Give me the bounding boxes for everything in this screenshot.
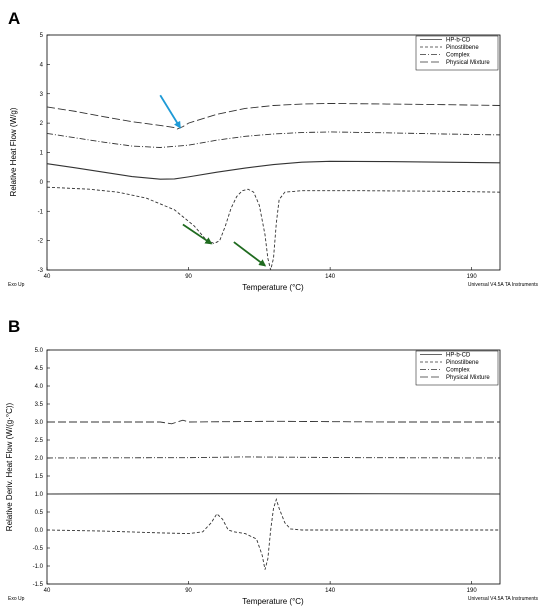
y-tick-label: 3.0 — [35, 420, 44, 426]
y-tick-label: 3 — [40, 92, 44, 98]
y-tick-label: 3.5 — [35, 402, 44, 408]
series-line — [46, 102, 501, 130]
y-tick-label: -2 — [38, 239, 44, 245]
instrument-label: Universal V4.5A TA Instruments — [468, 596, 539, 602]
y-tick-label: 0.5 — [35, 510, 44, 516]
panel-letter: A — [8, 9, 20, 28]
legend-label: Pinostilbene — [446, 360, 479, 366]
x-tick-label: 140 — [325, 274, 336, 280]
y-tick-label: -0.5 — [33, 546, 44, 552]
legend-box — [415, 350, 499, 386]
y-axis-label: Relative Heat Flow (W/g) — [9, 107, 18, 196]
x-axis-label: Temperature (°C) — [242, 597, 304, 606]
series-line — [46, 497, 500, 570]
legend-box — [415, 35, 499, 71]
instrument-label: Universal V4.5A TA Instruments — [468, 282, 539, 288]
legend-label: Complex — [446, 53, 470, 59]
x-axis-label: Temperature (°C) — [242, 283, 304, 292]
legend-label: Physical Mixture — [446, 60, 490, 66]
y-tick-label: 2 — [40, 121, 44, 127]
exo-up-label: Exo Up — [8, 596, 25, 602]
exo-up-label: Exo Up — [8, 282, 25, 288]
x-tick-label: 90 — [185, 588, 192, 594]
legend-label: Physical Mixture — [446, 375, 490, 381]
panel-b: B 40 90 140 190 -1.5 -1.0 -0.5 0.0 0.5 1.0 1.5 2.0 2… — [5, 317, 538, 606]
x-tick-label: 140 — [325, 588, 336, 594]
series-line — [46, 131, 501, 148]
x-tick-label: 40 — [44, 274, 51, 280]
legend-label: HP-b-CD — [446, 353, 471, 359]
arrow-layer — [159, 94, 267, 267]
annotation-arrow — [159, 94, 181, 129]
series-layer — [46, 102, 501, 271]
y-tick-label: 5.0 — [35, 348, 44, 354]
y-tick-label: 0 — [40, 180, 44, 186]
tick-layer: 40 90 140 190 -3 -2 -1 0 1 2 3 4 5 — [38, 33, 478, 280]
y-tick-label: -1.0 — [33, 564, 44, 570]
x-tick-label: 90 — [185, 274, 192, 280]
y-tick-label: 1.0 — [35, 492, 44, 498]
legend-label: HP-b-CD — [446, 38, 471, 44]
plot-frame — [46, 349, 501, 585]
y-tick-label: 5 — [40, 33, 44, 39]
series-line — [46, 160, 501, 180]
y-tick-label: 0.0 — [35, 528, 44, 534]
x-tick-label: 40 — [44, 588, 51, 594]
x-tick-label: 190 — [467, 274, 478, 280]
y-tick-label: 4.0 — [35, 384, 44, 390]
annotation-arrow — [182, 223, 213, 245]
y-axis-label: Relative Deriv. Heat Flow (W/(g·°C)) — [5, 402, 14, 531]
y-tick-label: 1.5 — [35, 474, 44, 480]
tick-layer: 40 90 140 190 -1.5 -1.0 -0.5 0.0 0.5 1.0 1.5 2.0 2.5… — [33, 348, 478, 594]
y-tick-label: -1.5 — [33, 582, 44, 588]
y-tick-label: 4.5 — [35, 366, 44, 372]
annotation-arrow — [233, 241, 267, 267]
series-line — [47, 419, 500, 425]
panel-a: A 40 90 140 190 -3 -2 -1 0 1 2 3 4 5 HP-b-CDPinostil… — [8, 9, 538, 292]
legend-label: Pinostilbene — [446, 45, 479, 51]
x-tick-label: 190 — [467, 588, 478, 594]
panel-letter: B — [8, 317, 20, 336]
series-layer — [46, 419, 501, 570]
y-tick-label: 2.0 — [35, 456, 44, 462]
y-tick-label: -1 — [38, 209, 44, 215]
y-tick-label: 4 — [40, 62, 44, 68]
y-tick-label: -3 — [38, 268, 44, 274]
y-tick-label: 1 — [40, 151, 44, 157]
legend-label: Complex — [446, 368, 470, 374]
y-tick-label: 2.5 — [35, 438, 44, 444]
series-line — [46, 186, 501, 271]
series-line — [46, 456, 501, 459]
